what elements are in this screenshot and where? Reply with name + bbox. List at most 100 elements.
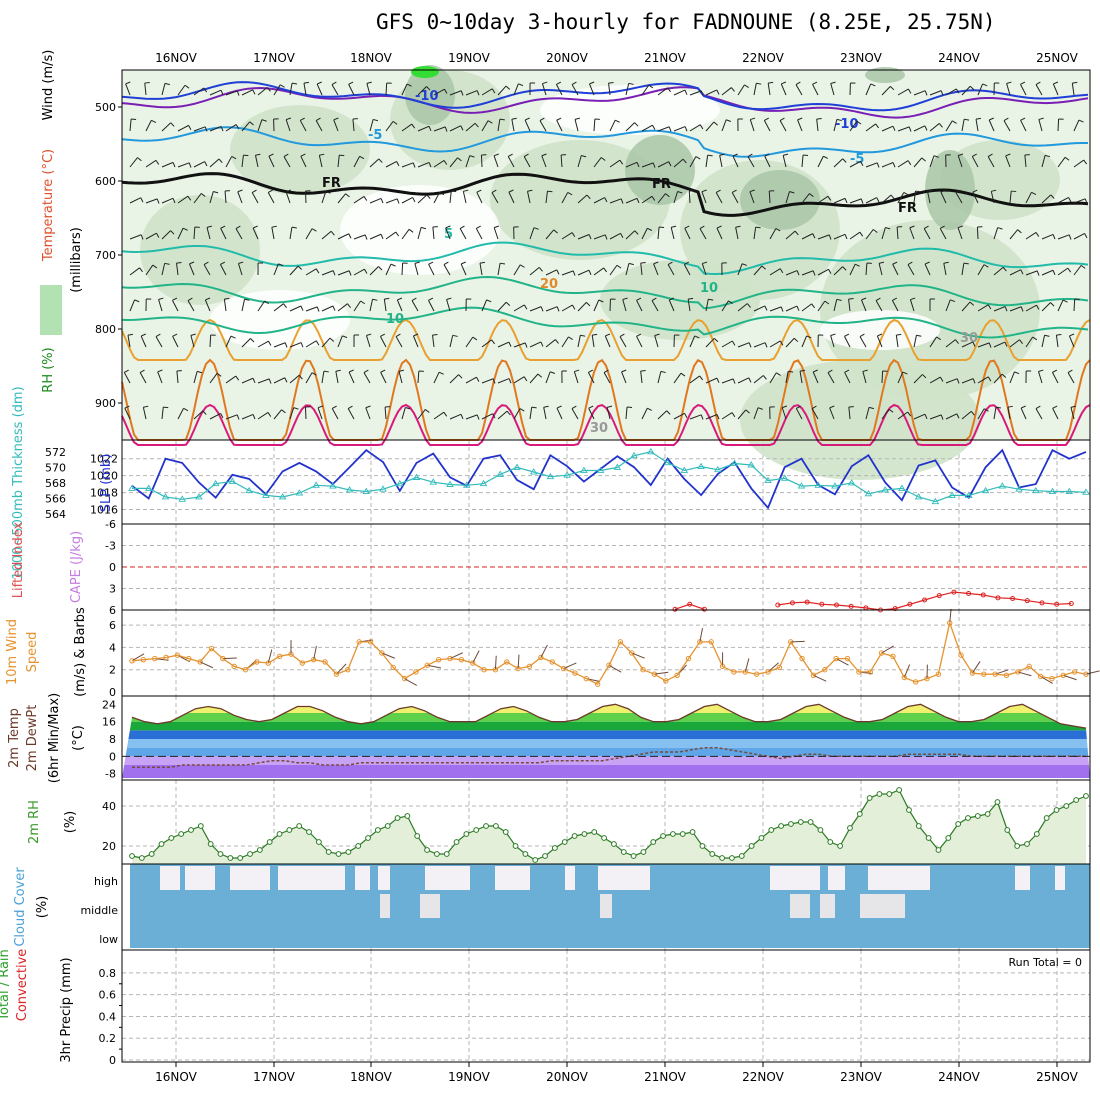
- wind-barb: [547, 190, 553, 193]
- wind-barb: [449, 413, 462, 420]
- wind-barb: [987, 153, 993, 157]
- wind-barb: [781, 407, 787, 420]
- ylabel-cloud-cover: Cloud Cover: [13, 867, 28, 947]
- wind-barb: [991, 189, 997, 192]
- wind-barb: [801, 303, 812, 312]
- wind-barb: [654, 671, 669, 675]
- wind-barb: [651, 297, 657, 302]
- wind-speed-point: [413, 669, 419, 675]
- wind-barb: [651, 300, 659, 312]
- wind-barb: [427, 664, 442, 669]
- wind-barb: [927, 191, 931, 204]
- wind-barb: [395, 333, 401, 337]
- wind-barb: [993, 227, 999, 240]
- wind-barb: [1025, 192, 1032, 204]
- cloud-gap-high: [378, 866, 390, 890]
- wind-barb: [673, 126, 686, 132]
- wind-barb: [332, 305, 336, 311]
- wind-barb: [571, 232, 576, 238]
- wind-barb: [494, 655, 497, 670]
- rh-point: [974, 813, 981, 819]
- wind-barb: [474, 122, 479, 128]
- wind-barb: [577, 155, 582, 168]
- wind-barb: [877, 333, 883, 337]
- thickness-marker: [847, 479, 856, 486]
- wind-barb: [749, 189, 755, 193]
- wind-barb: [701, 263, 707, 276]
- wind-barb: [705, 155, 709, 168]
- wind-barb: [161, 407, 164, 420]
- wind-barb: [222, 657, 237, 660]
- wind-barb: [769, 340, 781, 348]
- wind-barb: [508, 191, 515, 204]
- wind-barb: [540, 306, 544, 312]
- wind-barb: [652, 162, 656, 168]
- wind-barb: [353, 300, 362, 312]
- wind-barb: [731, 189, 737, 193]
- cloud-gap-high: [598, 866, 650, 890]
- wind-barb: [671, 225, 677, 228]
- wind-barb: [881, 162, 894, 168]
- wind-barb: [493, 227, 499, 240]
- wind-barb: [993, 306, 1006, 312]
- rh-point: [679, 831, 686, 837]
- wind-barb: [235, 375, 240, 381]
- wind-barb: [449, 335, 454, 348]
- wind-barb: [529, 341, 542, 348]
- wind-barb: [705, 299, 709, 312]
- wind-barb: [669, 297, 675, 301]
- lifted-index-point: [687, 601, 693, 607]
- wind-speed-point: [390, 664, 396, 671]
- wind-barb: [385, 231, 397, 240]
- wind-speed-point: [776, 664, 783, 671]
- rh-point: [492, 823, 499, 829]
- wind-barb: [653, 261, 659, 265]
- wind-barb: [311, 228, 317, 232]
- wind-barb: [203, 87, 208, 93]
- wind-barb: [972, 661, 981, 674]
- wind-barb: [764, 342, 768, 348]
- wind-barb: [878, 261, 885, 264]
- wind-barb: [689, 335, 696, 348]
- wind-barb: [125, 81, 131, 85]
- wind-barb: [812, 84, 819, 96]
- wind-barb: [225, 90, 238, 96]
- wind-barb: [668, 299, 675, 312]
- rh-point: [1024, 841, 1030, 847]
- wind-barb: [622, 297, 628, 300]
- rh-point: [689, 829, 696, 835]
- y-tick-label: 572: [45, 446, 66, 459]
- wind-barb: [145, 264, 154, 276]
- wind-barb: [577, 269, 590, 276]
- wind-barb: [785, 305, 798, 312]
- wind-barb: [735, 225, 741, 228]
- wind-barb: [571, 405, 577, 410]
- ylabel-convective: Convective: [15, 949, 30, 1022]
- wind-barb: [673, 191, 679, 204]
- wind-barb: [505, 301, 511, 306]
- wind-barb: [593, 157, 602, 168]
- thickness-marker: [513, 463, 521, 470]
- wind-barb: [545, 339, 556, 348]
- y-tick-label: 1020: [90, 470, 118, 483]
- wind-barb: [801, 335, 808, 348]
- wind-barb: [571, 81, 577, 85]
- wind-barb: [993, 373, 1003, 384]
- wind-barb: [892, 297, 898, 301]
- wind-barb: [289, 265, 299, 276]
- wind-barb: [716, 414, 720, 420]
- wind-barb: [188, 263, 195, 276]
- wind-barb: [163, 406, 169, 409]
- wind-barb: [571, 304, 576, 310]
- wind-barb: [748, 342, 752, 348]
- wind-barb: [888, 408, 894, 413]
- wind-barb: [428, 264, 435, 276]
- date-label-top: 19NOV: [448, 51, 490, 65]
- rh-point: [876, 791, 883, 797]
- wind-barb: [243, 154, 249, 157]
- wind-barb: [486, 299, 492, 303]
- wind-barb: [795, 84, 803, 96]
- wind-barb: [647, 227, 653, 231]
- wind-barb: [631, 652, 645, 659]
- wind-barb: [769, 228, 777, 240]
